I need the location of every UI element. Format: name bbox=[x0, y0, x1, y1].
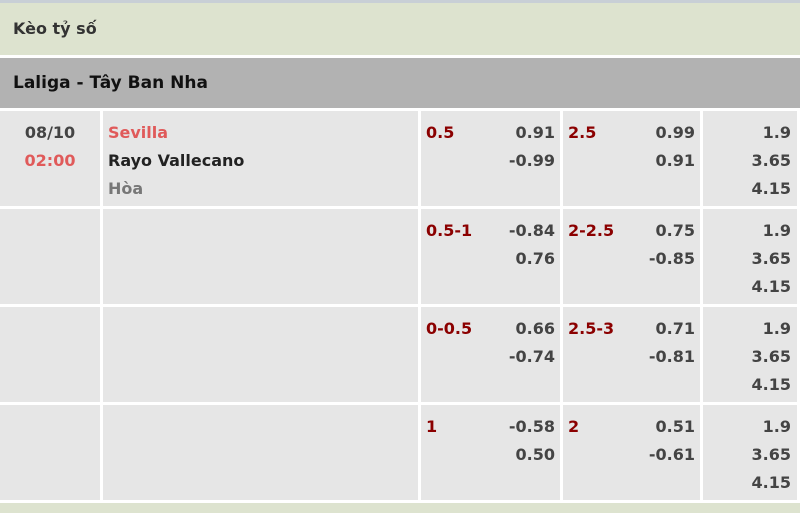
home-win-odds[interactable]: 1.9 bbox=[762, 417, 791, 436]
away-win-odds[interactable]: 4.15 bbox=[751, 473, 791, 492]
over-under-cell: 2.5 0.99 0.91 bbox=[563, 111, 700, 206]
handicap-away-odds[interactable]: -0.99 bbox=[508, 151, 555, 170]
over-under-cell: 2.5-3 0.71 -0.81 bbox=[563, 307, 700, 402]
over-under-cell: 2 0.51 -0.61 bbox=[563, 405, 700, 500]
table-row: 0-0.5 0.66 -0.74 2.5-3 0.71 -0.81 1.9 3.65 4.1… bbox=[0, 307, 800, 402]
handicap-cell: 1 -0.58 0.50 bbox=[421, 405, 560, 500]
teams-cell bbox=[103, 405, 418, 500]
teams-cell bbox=[103, 307, 418, 402]
over-under-cell: 2-2.5 0.75 -0.85 bbox=[563, 209, 700, 304]
handicap-cell: 0.5 0.91 -0.99 bbox=[421, 111, 560, 206]
under-odds[interactable]: -0.61 bbox=[648, 445, 695, 464]
handicap-away-odds[interactable]: -0.74 bbox=[508, 347, 555, 366]
handicap-cell: 0.5-1 -0.84 0.76 bbox=[421, 209, 560, 304]
odds-table: 08/10 02:00 Sevilla Rayo Vallecano Hòa 0.5 0… bbox=[0, 111, 800, 500]
handicap-line: 0.5-1 bbox=[426, 221, 473, 240]
match-time-cell bbox=[0, 405, 100, 500]
under-odds[interactable]: -0.85 bbox=[648, 249, 695, 268]
home-win-odds[interactable]: 1.9 bbox=[762, 221, 791, 240]
under-odds[interactable]: -0.81 bbox=[648, 347, 695, 366]
match-time-cell bbox=[0, 307, 100, 402]
handicap-home-odds[interactable]: 0.91 bbox=[515, 123, 555, 142]
1x2-cell: 1.9 3.65 4.15 bbox=[703, 111, 797, 206]
section-title: Kèo tỷ số bbox=[0, 3, 800, 55]
away-win-odds[interactable]: 4.15 bbox=[751, 179, 791, 198]
draw-odds[interactable]: 3.65 bbox=[751, 347, 791, 366]
1x2-cell: 1.9 3.65 4.15 bbox=[703, 405, 797, 500]
over-odds[interactable]: 0.75 bbox=[655, 221, 695, 240]
1x2-cell: 1.9 3.65 4.15 bbox=[703, 209, 797, 304]
over-under-line: 2-2.5 bbox=[568, 221, 615, 240]
over-under-line: 2.5 bbox=[568, 123, 597, 142]
over-under-line: 2.5-3 bbox=[568, 319, 615, 338]
match-time-cell bbox=[0, 209, 100, 304]
match-date: 08/10 bbox=[24, 123, 76, 142]
over-odds[interactable]: 0.99 bbox=[655, 123, 695, 142]
handicap-home-odds[interactable]: 0.66 bbox=[515, 319, 555, 338]
league-header[interactable]: Laliga - Tây Ban Nha bbox=[0, 58, 800, 108]
handicap-line: 0.5 bbox=[426, 123, 455, 142]
handicap-cell: 0-0.5 0.66 -0.74 bbox=[421, 307, 560, 402]
handicap-home-odds[interactable]: -0.58 bbox=[508, 417, 555, 436]
handicap-line: 1 bbox=[426, 417, 438, 436]
home-team[interactable]: Sevilla bbox=[108, 123, 169, 142]
away-team[interactable]: Rayo Vallecano bbox=[108, 151, 245, 170]
home-win-odds[interactable]: 1.9 bbox=[762, 123, 791, 142]
draw-label: Hòa bbox=[108, 179, 144, 198]
over-odds[interactable]: 0.51 bbox=[655, 417, 695, 436]
under-odds[interactable]: 0.91 bbox=[655, 151, 695, 170]
away-win-odds[interactable]: 4.15 bbox=[751, 277, 791, 296]
match-time: 02:00 bbox=[24, 151, 76, 170]
teams-cell: Sevilla Rayo Vallecano Hòa bbox=[103, 111, 418, 206]
1x2-cell: 1.9 3.65 4.15 bbox=[703, 307, 797, 402]
handicap-away-odds[interactable]: 0.50 bbox=[515, 445, 555, 464]
draw-odds[interactable]: 3.65 bbox=[751, 249, 791, 268]
handicap-line: 0-0.5 bbox=[426, 319, 473, 338]
table-row: 0.5-1 -0.84 0.76 2-2.5 0.75 -0.85 1.9 3.65 4.1… bbox=[0, 209, 800, 304]
handicap-home-odds[interactable]: -0.84 bbox=[508, 221, 555, 240]
table-row: 08/10 02:00 Sevilla Rayo Vallecano Hòa 0.5 0… bbox=[0, 111, 800, 206]
top-border bbox=[0, 0, 800, 3]
away-win-odds[interactable]: 4.15 bbox=[751, 375, 791, 394]
draw-odds[interactable]: 3.65 bbox=[751, 151, 791, 170]
bottom-bar bbox=[0, 503, 800, 513]
match-time-cell: 08/10 02:00 bbox=[0, 111, 100, 206]
handicap-away-odds[interactable]: 0.76 bbox=[515, 249, 555, 268]
teams-cell bbox=[103, 209, 418, 304]
home-win-odds[interactable]: 1.9 bbox=[762, 319, 791, 338]
over-odds[interactable]: 0.71 bbox=[655, 319, 695, 338]
over-under-line: 2 bbox=[568, 417, 580, 436]
table-row: 1 -0.58 0.50 2 0.51 -0.61 1.9 3.65 4.15 bbox=[0, 405, 800, 500]
draw-odds[interactable]: 3.65 bbox=[751, 445, 791, 464]
